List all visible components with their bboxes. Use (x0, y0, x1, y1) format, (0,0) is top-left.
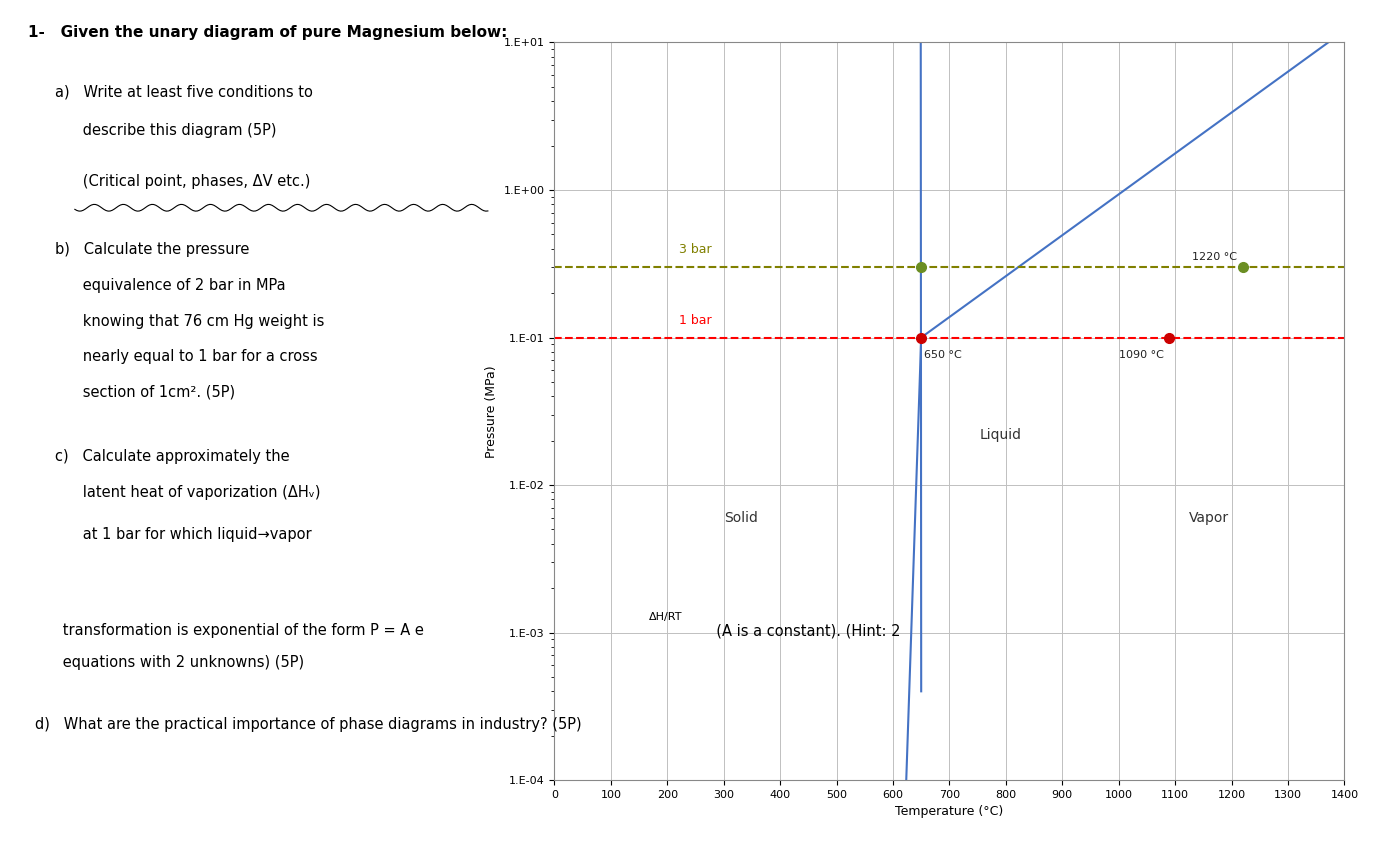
Text: equivalence of 2 bar in MPa: equivalence of 2 bar in MPa (55, 278, 286, 293)
Text: c)   Calculate approximately the: c) Calculate approximately the (55, 449, 290, 465)
Text: at 1 bar for which liquid→vapor: at 1 bar for which liquid→vapor (55, 527, 312, 543)
Text: a)   Write at least five conditions to: a) Write at least five conditions to (55, 85, 313, 100)
Text: ΔH/RT: ΔH/RT (649, 612, 682, 622)
Text: 1090 °C: 1090 °C (1119, 350, 1164, 360)
Text: Liquid: Liquid (979, 427, 1021, 442)
Text: d)   What are the practical importance of phase diagrams in industry? (5P): d) What are the practical importance of … (35, 717, 581, 732)
Text: 650 °C: 650 °C (924, 350, 962, 360)
Text: latent heat of vaporization (ΔHᵥ): latent heat of vaporization (ΔHᵥ) (55, 485, 322, 500)
Text: section of 1cm². (5P): section of 1cm². (5P) (55, 385, 236, 400)
Text: equations with 2 unknowns) (5P): equations with 2 unknowns) (5P) (35, 655, 304, 670)
Text: (Critical point, phases, ΔV etc.): (Critical point, phases, ΔV etc.) (55, 174, 310, 189)
Text: 1 bar: 1 bar (679, 314, 711, 326)
Text: b)   Calculate the pressure: b) Calculate the pressure (55, 242, 249, 257)
Text: transformation is exponential of the form P = A e: transformation is exponential of the for… (35, 623, 424, 639)
Text: nearly equal to 1 bar for a cross: nearly equal to 1 bar for a cross (55, 349, 317, 365)
Text: (A is a constant). (Hint: 2: (A is a constant). (Hint: 2 (707, 623, 901, 639)
Text: 3 bar: 3 bar (679, 243, 711, 256)
Text: Vapor: Vapor (1189, 510, 1229, 525)
Text: Solid: Solid (723, 510, 758, 525)
Text: knowing that 76 cm Hg weight is: knowing that 76 cm Hg weight is (55, 314, 324, 329)
Text: 1220 °C: 1220 °C (1192, 252, 1238, 262)
Y-axis label: Pressure (MPa): Pressure (MPa) (485, 365, 498, 458)
Text: describe this diagram (5P): describe this diagram (5P) (55, 123, 277, 138)
Text: 1-   Given the unary diagram of pure Magnesium below:: 1- Given the unary diagram of pure Magne… (28, 25, 507, 41)
X-axis label: Temperature (°C): Temperature (°C) (895, 806, 1003, 818)
